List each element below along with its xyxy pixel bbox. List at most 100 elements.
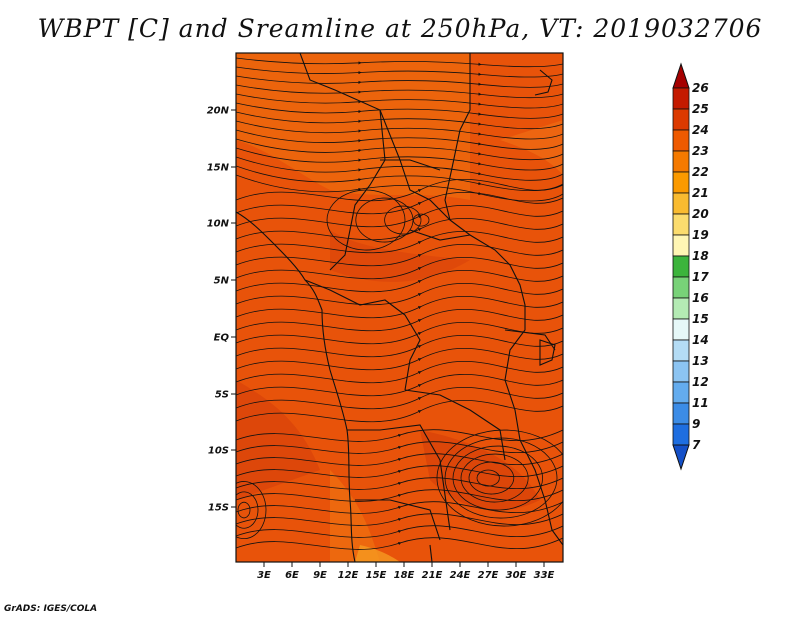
streamline xyxy=(236,204,563,228)
map-plot-area xyxy=(235,52,564,563)
streamline xyxy=(236,84,563,99)
colorbar-segment xyxy=(672,276,690,299)
streamline xyxy=(237,501,251,519)
streamline xyxy=(236,501,563,514)
streamline xyxy=(236,491,259,529)
colorbar-segment xyxy=(672,318,690,341)
streamline xyxy=(326,189,406,251)
streamline xyxy=(236,93,563,109)
colorbar-label: 13 xyxy=(692,354,709,368)
colorbar-label: 7 xyxy=(692,438,701,452)
colorbar-segment xyxy=(672,381,690,404)
lat-tick-label: 15N xyxy=(207,163,230,174)
streamline xyxy=(236,334,563,358)
streamline xyxy=(413,213,430,227)
streamline xyxy=(236,481,267,540)
colorbar-label: 22 xyxy=(692,165,709,179)
colorbar-label: 17 xyxy=(692,270,709,284)
colorbar-label: 23 xyxy=(692,144,709,158)
colorbar-segment xyxy=(672,360,690,383)
colorbar-segment xyxy=(672,234,690,257)
colorbar-label: 19 xyxy=(692,228,709,242)
colorbar-label: 21 xyxy=(692,186,709,200)
streamline xyxy=(355,197,414,243)
lat-tick-label: 5S xyxy=(215,390,229,401)
colorbar-segment xyxy=(672,423,690,446)
streamline xyxy=(236,386,563,410)
streamline xyxy=(444,437,558,519)
streamline xyxy=(236,347,563,371)
streamline xyxy=(236,453,563,466)
colorbar-segment xyxy=(672,108,690,131)
streamline xyxy=(236,513,563,526)
streamline xyxy=(236,489,563,502)
lat-tick-label: EQ xyxy=(214,333,230,344)
colorbar-segment xyxy=(672,297,690,320)
lat-tick-label: 10S xyxy=(208,446,229,457)
grads-credit: GrADS: IGES/COLA xyxy=(4,604,98,614)
streamline xyxy=(476,469,500,487)
country-borders xyxy=(236,53,563,562)
colorbar-label: 18 xyxy=(692,249,709,263)
streamline xyxy=(236,360,563,384)
chart-title: WBPT [C] and Sreamline at 250hPa, VT: 20… xyxy=(37,14,763,43)
streamline xyxy=(236,465,563,478)
lon-tick-label: 27E xyxy=(478,570,499,581)
streamline xyxy=(236,217,563,241)
lon-tick-label: 18E xyxy=(394,570,415,581)
lon-tick-label: 12E xyxy=(338,570,359,581)
streamline xyxy=(236,256,563,280)
colorbar-label: 20 xyxy=(692,207,709,221)
streamline xyxy=(236,57,563,68)
lon-tick-label: 30E xyxy=(506,570,527,581)
colorbar-segment xyxy=(672,192,690,215)
colorbar-label: 14 xyxy=(692,333,709,347)
colorbar-segment xyxy=(672,171,690,194)
lat-tick-label: 10N xyxy=(207,219,230,230)
colorbar-label: 12 xyxy=(692,375,709,389)
colorbar-label: 15 xyxy=(692,312,709,326)
streamline xyxy=(236,165,563,192)
streamline xyxy=(236,269,563,293)
streamline xyxy=(236,156,563,181)
streamline xyxy=(452,445,543,511)
colorbar-label: 16 xyxy=(692,291,709,305)
streamline xyxy=(236,178,563,202)
streamline xyxy=(236,66,563,78)
lon-tick-label: 9E xyxy=(313,570,327,581)
streamline xyxy=(236,399,563,423)
streamline xyxy=(236,441,563,454)
streamline xyxy=(236,477,563,490)
streamline xyxy=(236,138,563,161)
streamline xyxy=(236,525,563,538)
streamline xyxy=(236,120,563,140)
longitude-axis: 3E 6E 9E 12E 15E 18E 21E 24E 27E 30E 33E xyxy=(257,562,555,581)
colorbar-segment xyxy=(672,339,690,362)
lon-tick-label: 33E xyxy=(534,570,555,581)
colorbar-label: 26 xyxy=(692,81,709,95)
colorbar-segment xyxy=(672,255,690,278)
streamline xyxy=(236,373,563,397)
lon-tick-label: 15E xyxy=(366,570,387,581)
streamline xyxy=(236,429,563,442)
colorbar-label: 24 xyxy=(692,123,709,137)
colorbar-label: 25 xyxy=(692,102,709,116)
latitude-axis: 20N 15N 10N 5N EQ 5S 10S 15S xyxy=(207,106,236,514)
lon-tick-label: 24E xyxy=(450,570,471,581)
colorbar-segment xyxy=(672,87,690,110)
streamline xyxy=(236,308,563,332)
streamline xyxy=(236,191,563,215)
streamline xyxy=(236,174,563,202)
streamline xyxy=(236,102,563,119)
streamline xyxy=(236,147,563,171)
lat-tick-label: 5N xyxy=(214,276,230,287)
colorbar-segment xyxy=(672,402,690,425)
streamline xyxy=(236,537,563,550)
colorbar-bottom-triangle xyxy=(672,444,690,471)
lat-tick-label: 20N xyxy=(207,106,230,117)
lat-tick-label: 15S xyxy=(208,503,229,514)
streamline xyxy=(236,243,563,267)
streamline xyxy=(236,230,563,254)
streamline xyxy=(236,75,563,88)
